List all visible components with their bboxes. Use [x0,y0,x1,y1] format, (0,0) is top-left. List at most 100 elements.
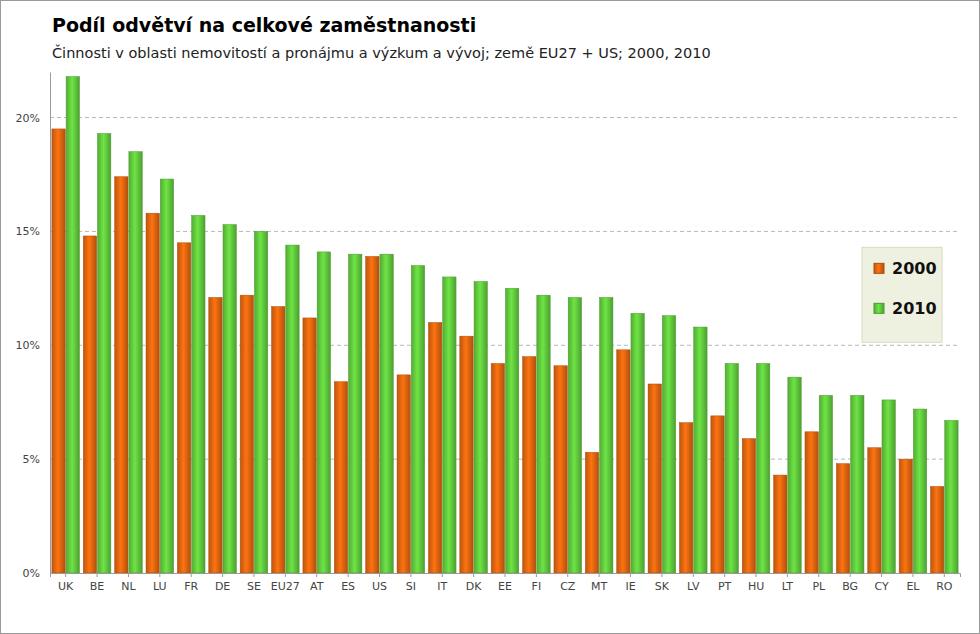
x-tick-label: CY [874,580,888,593]
legend-swatch [874,263,884,273]
x-tick-mark [473,573,474,577]
grid-line [50,117,960,118]
x-tick: LU [153,573,167,593]
x-tick: ES [341,573,355,593]
bar [303,318,316,573]
x-tick-mark [505,573,506,577]
x-tick-mark [536,573,537,577]
x-tick-mark [567,573,568,577]
chart-container: Podíl odvětví na celkové zaměstnanosti Či… [0,0,980,634]
x-tick-mark [253,573,254,577]
x-tick: CZ [560,573,576,593]
bar [83,236,96,573]
x-tick: IE [625,573,635,593]
x-tick-label: US [372,580,387,593]
x-tick: SI [406,573,416,593]
bar [146,213,159,573]
bar [254,231,267,573]
x-tick: EU27 [271,573,300,593]
title: Podíl odvětví na celkové zaměstnanosti [52,14,476,36]
legend-label: 2010 [892,299,937,318]
x-tick: IT [437,573,447,593]
x-tick: UK [58,573,74,593]
x-tick-mark [756,573,757,577]
y-tick-label: 5% [23,453,40,466]
x-tick-mark [661,573,662,577]
x-tick-label: NL [121,580,136,593]
y-axis: 0% 5% 10% 15% 20% [16,73,51,581]
y-tick-label: 15% [16,225,40,238]
y-tick-label: 20% [16,112,40,125]
x-tick-label: DE [215,580,230,593]
bar [836,464,849,573]
y-tick: 10% [16,339,50,352]
bar [537,295,550,573]
x-tick: BG [842,573,858,593]
bar [931,486,944,573]
x-tick-label: IT [437,580,447,593]
bar [725,363,738,573]
bar [474,282,487,573]
x-tick-mark [159,573,160,577]
bar [209,297,222,573]
bar [66,77,79,573]
bar [223,225,236,573]
bar [882,400,895,573]
bar [523,357,536,573]
x-tick-mark [410,573,411,577]
x-tick-mark [97,573,98,577]
x-tick-label: MT [591,580,607,593]
legend: 2000 2010 [862,247,942,342]
x-tick-label: PL [812,580,826,593]
x-tick: DK [466,573,482,593]
x-tick-label: HU [748,580,764,593]
x-tick: US [372,573,387,593]
x-tick-label: IE [625,580,635,593]
x-tick: PL [812,573,826,593]
bar [97,133,110,573]
x-tick-mark [348,573,349,577]
x-tick-label: FI [532,580,542,593]
bar [160,179,173,573]
y-axis-line [50,73,51,574]
bar [491,363,504,573]
x-tick-label: EE [498,580,512,593]
x-tick-label: RO [936,580,953,593]
x-tick: NL [121,573,136,593]
legend-label: 2000 [892,259,937,278]
bar [679,423,692,573]
bar [411,266,424,573]
x-tick-label: EL [906,580,920,593]
bar [756,363,769,573]
x-tick-mark [724,573,725,577]
bar [177,243,190,573]
x-tick-label: LV [687,580,700,593]
x-tick-mark [881,573,882,577]
x-tick-label: SE [247,580,261,593]
x-tick-label: BG [842,580,858,593]
x-tick: EL [906,573,920,593]
x-tick-mark [818,573,819,577]
y-tick: 20% [16,112,50,125]
bar [286,245,299,573]
x-tick: HU [748,573,764,593]
y-tick: 15% [16,225,50,238]
bar [694,327,707,573]
bar [129,152,142,573]
x-tick: CY [874,573,888,593]
y-tick-label: 0% [23,567,40,580]
bar [851,395,864,573]
bar [945,420,958,573]
x-tick-mark [787,573,788,577]
bar [334,382,347,573]
x-tick-mark [222,573,223,577]
x-tick-mark [316,573,317,577]
bar [428,323,441,574]
x-tick: DE [215,573,230,593]
chart-svg: Podíl odvětví na celkové zaměstnanosti Či… [0,0,980,634]
x-tick-mark [944,573,945,577]
x-tick-mark [599,573,600,577]
bar [192,215,205,573]
bar [819,395,832,573]
subtitle: Činnosti v oblasti nemovitostí a pronájm… [52,44,711,61]
